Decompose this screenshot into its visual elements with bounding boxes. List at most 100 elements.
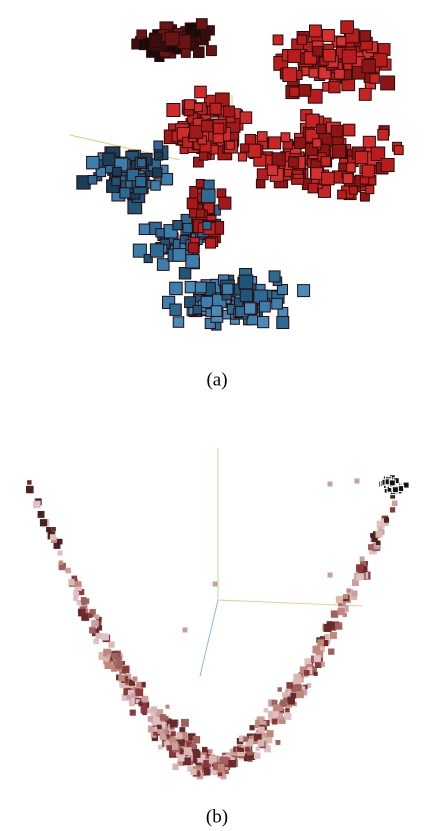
thumbnail bbox=[207, 46, 217, 56]
thumbnail bbox=[243, 737, 248, 742]
thumbnail bbox=[46, 527, 51, 532]
thumbnail bbox=[105, 662, 112, 669]
thumbnail bbox=[211, 306, 222, 317]
thumbnail bbox=[384, 518, 389, 523]
thumbnail bbox=[376, 541, 381, 546]
thumbnail bbox=[335, 622, 342, 629]
thumbnail bbox=[360, 31, 371, 42]
thumbnail bbox=[322, 30, 334, 42]
thumbnail bbox=[33, 501, 41, 509]
thumbnail bbox=[295, 137, 306, 148]
thumbnail bbox=[148, 716, 154, 722]
thumbnail bbox=[190, 125, 203, 138]
thumbnail bbox=[183, 628, 188, 633]
thumbnail bbox=[248, 144, 261, 157]
thumbnail bbox=[96, 633, 102, 639]
thumbnail bbox=[93, 639, 99, 645]
thumbnail bbox=[154, 141, 163, 150]
thumbnail bbox=[394, 146, 403, 155]
thumbnail bbox=[91, 620, 98, 627]
thumbnail bbox=[331, 610, 338, 617]
thumbnail bbox=[282, 692, 287, 697]
thumbnail bbox=[286, 682, 293, 689]
thumbnail bbox=[297, 35, 306, 44]
thumbnail bbox=[341, 21, 354, 34]
thumbnail bbox=[194, 47, 205, 58]
thumbnail bbox=[315, 662, 321, 668]
thumbnail bbox=[27, 480, 32, 485]
thumbnail bbox=[165, 32, 179, 46]
thumbnail bbox=[338, 608, 345, 615]
thumbnail bbox=[184, 747, 192, 755]
thumbnail bbox=[153, 168, 162, 177]
caption: (a) bbox=[206, 369, 227, 390]
thumbnail bbox=[68, 579, 74, 585]
thumbnail bbox=[313, 646, 321, 654]
thumbnail bbox=[273, 35, 283, 45]
thumbnail bbox=[339, 163, 347, 171]
thumbnail bbox=[381, 159, 394, 172]
thumbnail bbox=[313, 46, 323, 56]
thumbnail bbox=[181, 49, 190, 58]
thumbnail bbox=[258, 740, 265, 747]
thumbnail bbox=[346, 163, 355, 172]
thumbnail bbox=[239, 275, 253, 289]
thumbnail bbox=[173, 221, 182, 230]
thumbnail bbox=[276, 740, 281, 745]
thumbnail bbox=[160, 714, 166, 720]
thumbnail bbox=[54, 542, 61, 549]
thumbnail bbox=[291, 693, 297, 699]
thumbnail bbox=[103, 634, 110, 641]
thumbnail bbox=[355, 151, 367, 163]
thumbnail bbox=[50, 534, 56, 540]
thumbnail bbox=[342, 50, 356, 64]
thumbnail bbox=[170, 282, 183, 295]
thumbnail bbox=[283, 68, 297, 82]
thumbnail bbox=[172, 764, 178, 770]
thumbnail bbox=[179, 268, 191, 280]
thumbnail bbox=[170, 720, 178, 728]
thumbnail bbox=[298, 285, 310, 297]
thumbnail bbox=[257, 169, 268, 180]
thumbnail bbox=[228, 760, 236, 768]
page: {"figure": {"panels": [{"caption": "(a)"… bbox=[0, 0, 434, 831]
thumbnail bbox=[289, 157, 299, 167]
thumbnail bbox=[176, 733, 182, 739]
thumbnail bbox=[120, 188, 130, 198]
thumbnail bbox=[389, 480, 395, 486]
thumbnail bbox=[170, 304, 181, 315]
thumbnail bbox=[204, 769, 211, 776]
thumbnail bbox=[381, 76, 395, 90]
thumbnail bbox=[135, 688, 143, 696]
thumbnail bbox=[156, 229, 164, 237]
thumbnail bbox=[260, 301, 271, 312]
thumbnail bbox=[392, 501, 398, 507]
thumbnail bbox=[288, 50, 301, 63]
thumbnail bbox=[126, 695, 131, 700]
thumbnail bbox=[200, 152, 208, 160]
thumbnail bbox=[57, 551, 62, 556]
thumbnail bbox=[203, 222, 211, 230]
thumbnail bbox=[378, 129, 389, 140]
thumbnail bbox=[376, 531, 383, 538]
thumbnail bbox=[240, 748, 244, 752]
thumbnail bbox=[328, 482, 333, 487]
thumbnail bbox=[285, 708, 290, 713]
thumbnail bbox=[89, 627, 95, 633]
thumbnail bbox=[294, 687, 298, 691]
thumbnail bbox=[191, 769, 197, 775]
thumbnail bbox=[323, 50, 335, 62]
thumbnail bbox=[78, 609, 86, 617]
thumbnail bbox=[187, 198, 198, 209]
thumbnail bbox=[311, 168, 323, 180]
thumbnail bbox=[167, 104, 180, 117]
thumbnail bbox=[224, 106, 235, 117]
thumbnail bbox=[118, 675, 124, 681]
thumbnail bbox=[166, 705, 170, 709]
thumbnail bbox=[343, 174, 353, 184]
thumbnail bbox=[186, 255, 199, 268]
thumbnail bbox=[217, 189, 226, 198]
thumbnail bbox=[222, 284, 233, 295]
thumbnail bbox=[120, 683, 125, 688]
thumbnail bbox=[103, 153, 115, 165]
